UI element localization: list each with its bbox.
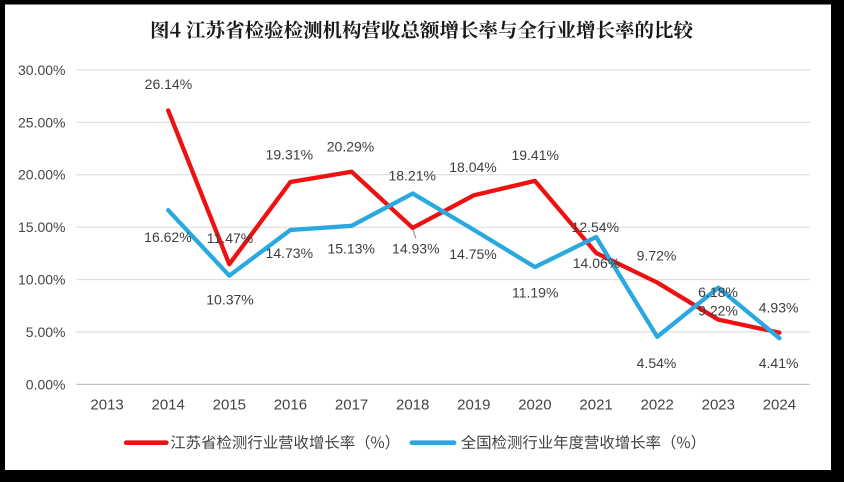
- svg-text:2018: 2018: [396, 397, 429, 414]
- svg-text:9.22%: 9.22%: [698, 303, 738, 319]
- svg-text:19.41%: 19.41%: [511, 147, 558, 163]
- svg-text:2021: 2021: [579, 397, 612, 414]
- svg-text:0.00%: 0.00%: [26, 376, 66, 392]
- svg-text:16.62%: 16.62%: [144, 229, 191, 245]
- svg-text:15.13%: 15.13%: [327, 240, 374, 256]
- svg-text:15.00%: 15.00%: [18, 219, 65, 235]
- svg-text:2019: 2019: [457, 397, 490, 414]
- svg-text:12.54%: 12.54%: [572, 219, 619, 235]
- svg-text:11.19%: 11.19%: [512, 285, 558, 301]
- svg-text:2013: 2013: [90, 397, 123, 414]
- svg-text:25.00%: 25.00%: [18, 114, 65, 130]
- svg-text:4.54%: 4.54%: [637, 355, 677, 371]
- svg-text:18.04%: 18.04%: [449, 159, 496, 175]
- svg-text:20.29%: 20.29%: [327, 138, 374, 154]
- svg-text:10.00%: 10.00%: [18, 272, 65, 288]
- svg-text:2017: 2017: [335, 397, 368, 414]
- svg-text:6.18%: 6.18%: [698, 284, 738, 300]
- svg-text:2024: 2024: [763, 397, 796, 414]
- svg-text:14.06%: 14.06%: [573, 255, 620, 271]
- svg-text:11.47%: 11.47%: [207, 230, 253, 246]
- svg-text:26.14%: 26.14%: [145, 76, 192, 92]
- svg-text:2016: 2016: [274, 397, 307, 414]
- svg-text:4.93%: 4.93%: [759, 300, 799, 316]
- svg-text:5.00%: 5.00%: [26, 324, 66, 340]
- svg-text:2015: 2015: [213, 397, 246, 414]
- svg-text:2023: 2023: [702, 397, 735, 414]
- svg-text:2014: 2014: [152, 397, 185, 414]
- svg-text:14.75%: 14.75%: [449, 246, 496, 262]
- svg-text:30.00%: 30.00%: [18, 62, 65, 78]
- svg-text:2020: 2020: [518, 397, 551, 414]
- svg-text:20.00%: 20.00%: [18, 167, 65, 183]
- svg-text:19.31%: 19.31%: [266, 147, 313, 163]
- svg-text:10.37%: 10.37%: [206, 292, 253, 308]
- svg-text:4.41%: 4.41%: [759, 355, 799, 371]
- svg-text:2022: 2022: [641, 397, 674, 414]
- svg-text:14.73%: 14.73%: [266, 245, 313, 261]
- svg-text:14.93%: 14.93%: [392, 241, 439, 257]
- svg-text:9.72%: 9.72%: [637, 248, 677, 264]
- svg-text:18.21%: 18.21%: [388, 167, 435, 183]
